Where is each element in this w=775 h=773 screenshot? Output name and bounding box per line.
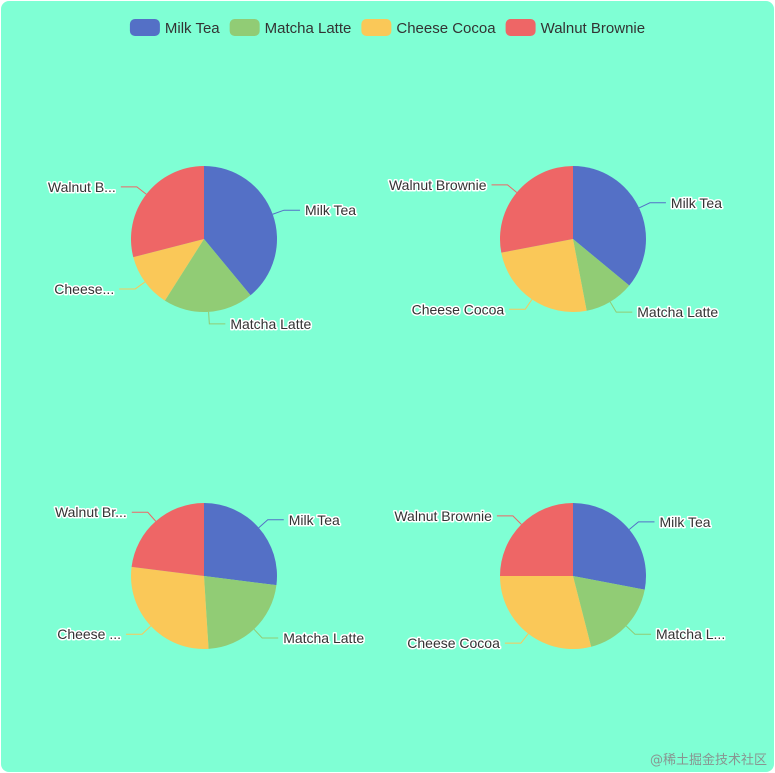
label-line-walnut-brownie xyxy=(120,186,147,195)
slice-label-walnut-brownie: Walnut Br... xyxy=(55,504,127,520)
pie-slice-cheese-cocoa[interactable] xyxy=(133,239,204,301)
slice-label-cheese-cocoa: Cheese ... xyxy=(57,626,121,642)
slice-label-milk-tea: Milk Tea xyxy=(289,512,340,528)
label-line-matcha-latte xyxy=(609,301,633,313)
slice-label-milk-tea: Milk Tea xyxy=(305,202,356,218)
label-line-milk-tea xyxy=(258,519,284,529)
legend-label-milk-tea: Milk Tea xyxy=(165,20,220,37)
label-line-matcha-latte xyxy=(253,628,279,639)
legend-item-milk-tea[interactable]: Milk Tea xyxy=(129,19,220,37)
slice-label-walnut-brownie: Walnut B... xyxy=(48,179,116,195)
legend-item-matcha-latte[interactable]: Matcha Latte xyxy=(229,19,352,37)
pie-slice-cheese-cocoa[interactable] xyxy=(131,566,209,650)
label-line-matcha-latte xyxy=(625,625,651,635)
label-line-cheese-cocoa xyxy=(509,299,533,310)
slice-label-cheese-cocoa: Cheese Cocoa xyxy=(412,301,505,317)
pie-slice-walnut-brownie[interactable] xyxy=(130,165,204,258)
slice-label-walnut-brownie: Walnut Brownie xyxy=(389,177,487,193)
legend-swatch-milk-tea xyxy=(129,19,160,36)
slice-label-matcha-latte: Matcha Latte xyxy=(230,316,311,332)
pie-bottom-left: Milk Tea Matcha Latte Cheese ... Walnut Br.… xyxy=(53,503,366,650)
legend-label-matcha-latte: Matcha Latte xyxy=(265,20,352,37)
legend: Milk Tea Matcha Latte Cheese Cocoa Walnut B… xyxy=(129,19,646,37)
legend-swatch-cheese-cocoa xyxy=(361,19,392,36)
label-line-cheese-cocoa xyxy=(504,633,529,644)
label-line-milk-tea xyxy=(272,209,300,215)
label-line-walnut-brownie xyxy=(491,184,518,193)
pie-slice-matcha-latte[interactable] xyxy=(204,576,277,649)
label-line-matcha-latte xyxy=(208,311,226,325)
legend-swatch-walnut-brownie xyxy=(505,19,536,36)
pie-slice-walnut-brownie[interactable] xyxy=(499,166,573,253)
legend-swatch-matcha-latte xyxy=(229,19,260,36)
pie-slice-milk-tea[interactable] xyxy=(204,503,277,586)
label-line-milk-tea xyxy=(628,521,655,530)
slice-label-milk-tea: Milk Tea xyxy=(671,195,722,211)
slice-label-milk-tea: Milk Tea xyxy=(659,514,710,530)
pie-top-right: Milk Tea Matcha Latte Cheese Cocoa Walnut B… xyxy=(387,166,724,322)
pie-slice-walnut-brownie[interactable] xyxy=(131,503,204,576)
pie-slice-cheese-cocoa[interactable] xyxy=(501,239,587,313)
pie-slice-matcha-latte[interactable] xyxy=(164,239,251,313)
label-line-walnut-brownie xyxy=(496,515,522,525)
pie-bottom-right: Milk Tea Matcha L... Cheese Cocoa Walnut Br… xyxy=(393,503,727,653)
label-line-cheese-cocoa xyxy=(119,281,146,290)
label-line-milk-tea xyxy=(638,202,666,209)
pie-top-left: Milk Tea Matcha Latte Cheese... Walnut B... xyxy=(46,165,358,333)
pies: Milk Tea Matcha Latte Cheese... Walnut B...… xyxy=(46,165,727,653)
legend-label-cheese-cocoa: Cheese Cocoa xyxy=(396,20,496,37)
legend-label-walnut-brownie: Walnut Brownie xyxy=(541,20,646,37)
slice-label-matcha-latte: Matcha Latte xyxy=(283,630,364,646)
slice-label-cheese-cocoa: Cheese Cocoa xyxy=(407,635,500,651)
slice-label-walnut-brownie: Walnut Brownie xyxy=(394,508,492,524)
slice-label-matcha-latte: Matcha L... xyxy=(656,626,725,642)
legend-item-walnut-brownie[interactable]: Walnut Brownie xyxy=(505,19,646,37)
slice-label-cheese-cocoa: Cheese... xyxy=(54,281,114,297)
legend-item-cheese-cocoa[interactable]: Cheese Cocoa xyxy=(361,19,496,37)
label-line-cheese-cocoa xyxy=(126,625,152,635)
watermark-text: @稀土掘金技术社区 xyxy=(650,752,767,768)
label-line-walnut-brownie xyxy=(131,511,157,522)
pie-slice-matcha-latte[interactable] xyxy=(573,239,630,311)
pie-slice-milk-tea[interactable] xyxy=(573,503,647,590)
pie-slice-milk-tea[interactable] xyxy=(573,166,647,286)
slice-label-matcha-latte: Matcha Latte xyxy=(637,304,718,320)
pie-slice-milk-tea[interactable] xyxy=(204,166,278,296)
pie-slice-walnut-brownie[interactable] xyxy=(500,503,573,576)
pie-slice-cheese-cocoa[interactable] xyxy=(500,576,592,650)
pie-slice-matcha-latte[interactable] xyxy=(573,576,645,647)
